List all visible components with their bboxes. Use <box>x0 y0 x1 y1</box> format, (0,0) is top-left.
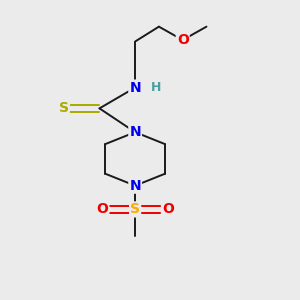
Text: N: N <box>129 81 141 94</box>
Text: S: S <box>130 202 140 216</box>
Text: H: H <box>151 81 161 94</box>
Text: S: S <box>59 101 69 116</box>
Text: O: O <box>177 33 189 47</box>
Text: N: N <box>129 125 141 139</box>
Text: N: N <box>129 179 141 193</box>
Text: O: O <box>97 202 108 216</box>
Text: O: O <box>162 202 174 216</box>
